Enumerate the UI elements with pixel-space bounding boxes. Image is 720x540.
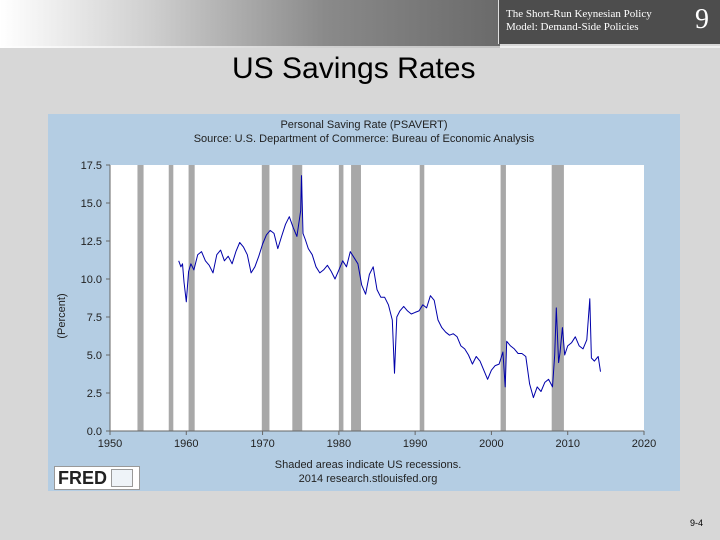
y-tick-label: 5.0 [87, 350, 102, 362]
recession-band [500, 165, 506, 431]
y-tick-label: 15.0 [81, 198, 102, 210]
x-tick-label: 2010 [555, 438, 579, 450]
fred-chart: 0.0 2.5 5.0 7.5 10.0 12.5 15.0 17.5 1950 1960 1970… [48, 114, 680, 491]
chart-subtitle: Source: U.S. Department of Commerce: Bur… [193, 133, 535, 145]
y-tick-label: 7.5 [87, 312, 102, 324]
recession-band [351, 165, 361, 431]
fred-logo: FRED [54, 466, 140, 490]
recession-band [551, 165, 564, 431]
recession-note: Shaded areas indicate US recessions. [274, 459, 462, 471]
x-tick-label: 1980 [327, 438, 351, 450]
course-title-line2: Model: Demand-Side Policies [506, 21, 639, 33]
fred-logo-text: FRED [58, 467, 107, 488]
x-tick-label: 1960 [174, 438, 198, 450]
fred-chart-icon [111, 469, 133, 487]
recession-band [188, 165, 195, 431]
slide-title: US Savings Rates [232, 52, 476, 85]
header-title-box [498, 0, 720, 44]
recession-band [261, 165, 270, 431]
header-divider [0, 46, 720, 48]
recession-band [419, 165, 425, 431]
recession-band [137, 165, 144, 431]
page-number: 9-4 [690, 518, 704, 528]
y-tick-label: 17.5 [81, 160, 102, 172]
course-title-line1: The Short-Run Keynesian Policy [506, 8, 652, 20]
y-tick-label: 12.5 [81, 236, 102, 248]
recession-band [338, 165, 344, 431]
recession-band [168, 165, 174, 431]
source-note: 2014 research.stlouisfed.org [298, 473, 438, 485]
y-axis-label: (Percent) [56, 293, 68, 339]
chart-title: Personal Saving Rate (PSAVERT) [280, 119, 448, 131]
header-gradient-bar [0, 0, 500, 48]
chapter-number: 9 [695, 4, 709, 35]
y-tick-label: 2.5 [87, 388, 102, 400]
recession-band [292, 165, 303, 431]
x-tick-label: 1970 [250, 438, 274, 450]
x-tick-label: 1950 [98, 438, 122, 450]
saving-rate-line [178, 175, 601, 399]
x-tick-label: 2020 [632, 438, 656, 450]
x-tick-label: 1990 [403, 438, 427, 450]
y-tick-label: 10.0 [81, 274, 102, 286]
chart-svg: 0.0 2.5 5.0 7.5 10.0 12.5 15.0 17.5 1950 1960 1970… [81, 160, 657, 450]
course-title: The Short-Run Keynesian Policy Model: De… [506, 8, 666, 34]
x-tick-label: 2000 [479, 438, 503, 450]
y-tick-label: 0.0 [87, 426, 102, 438]
